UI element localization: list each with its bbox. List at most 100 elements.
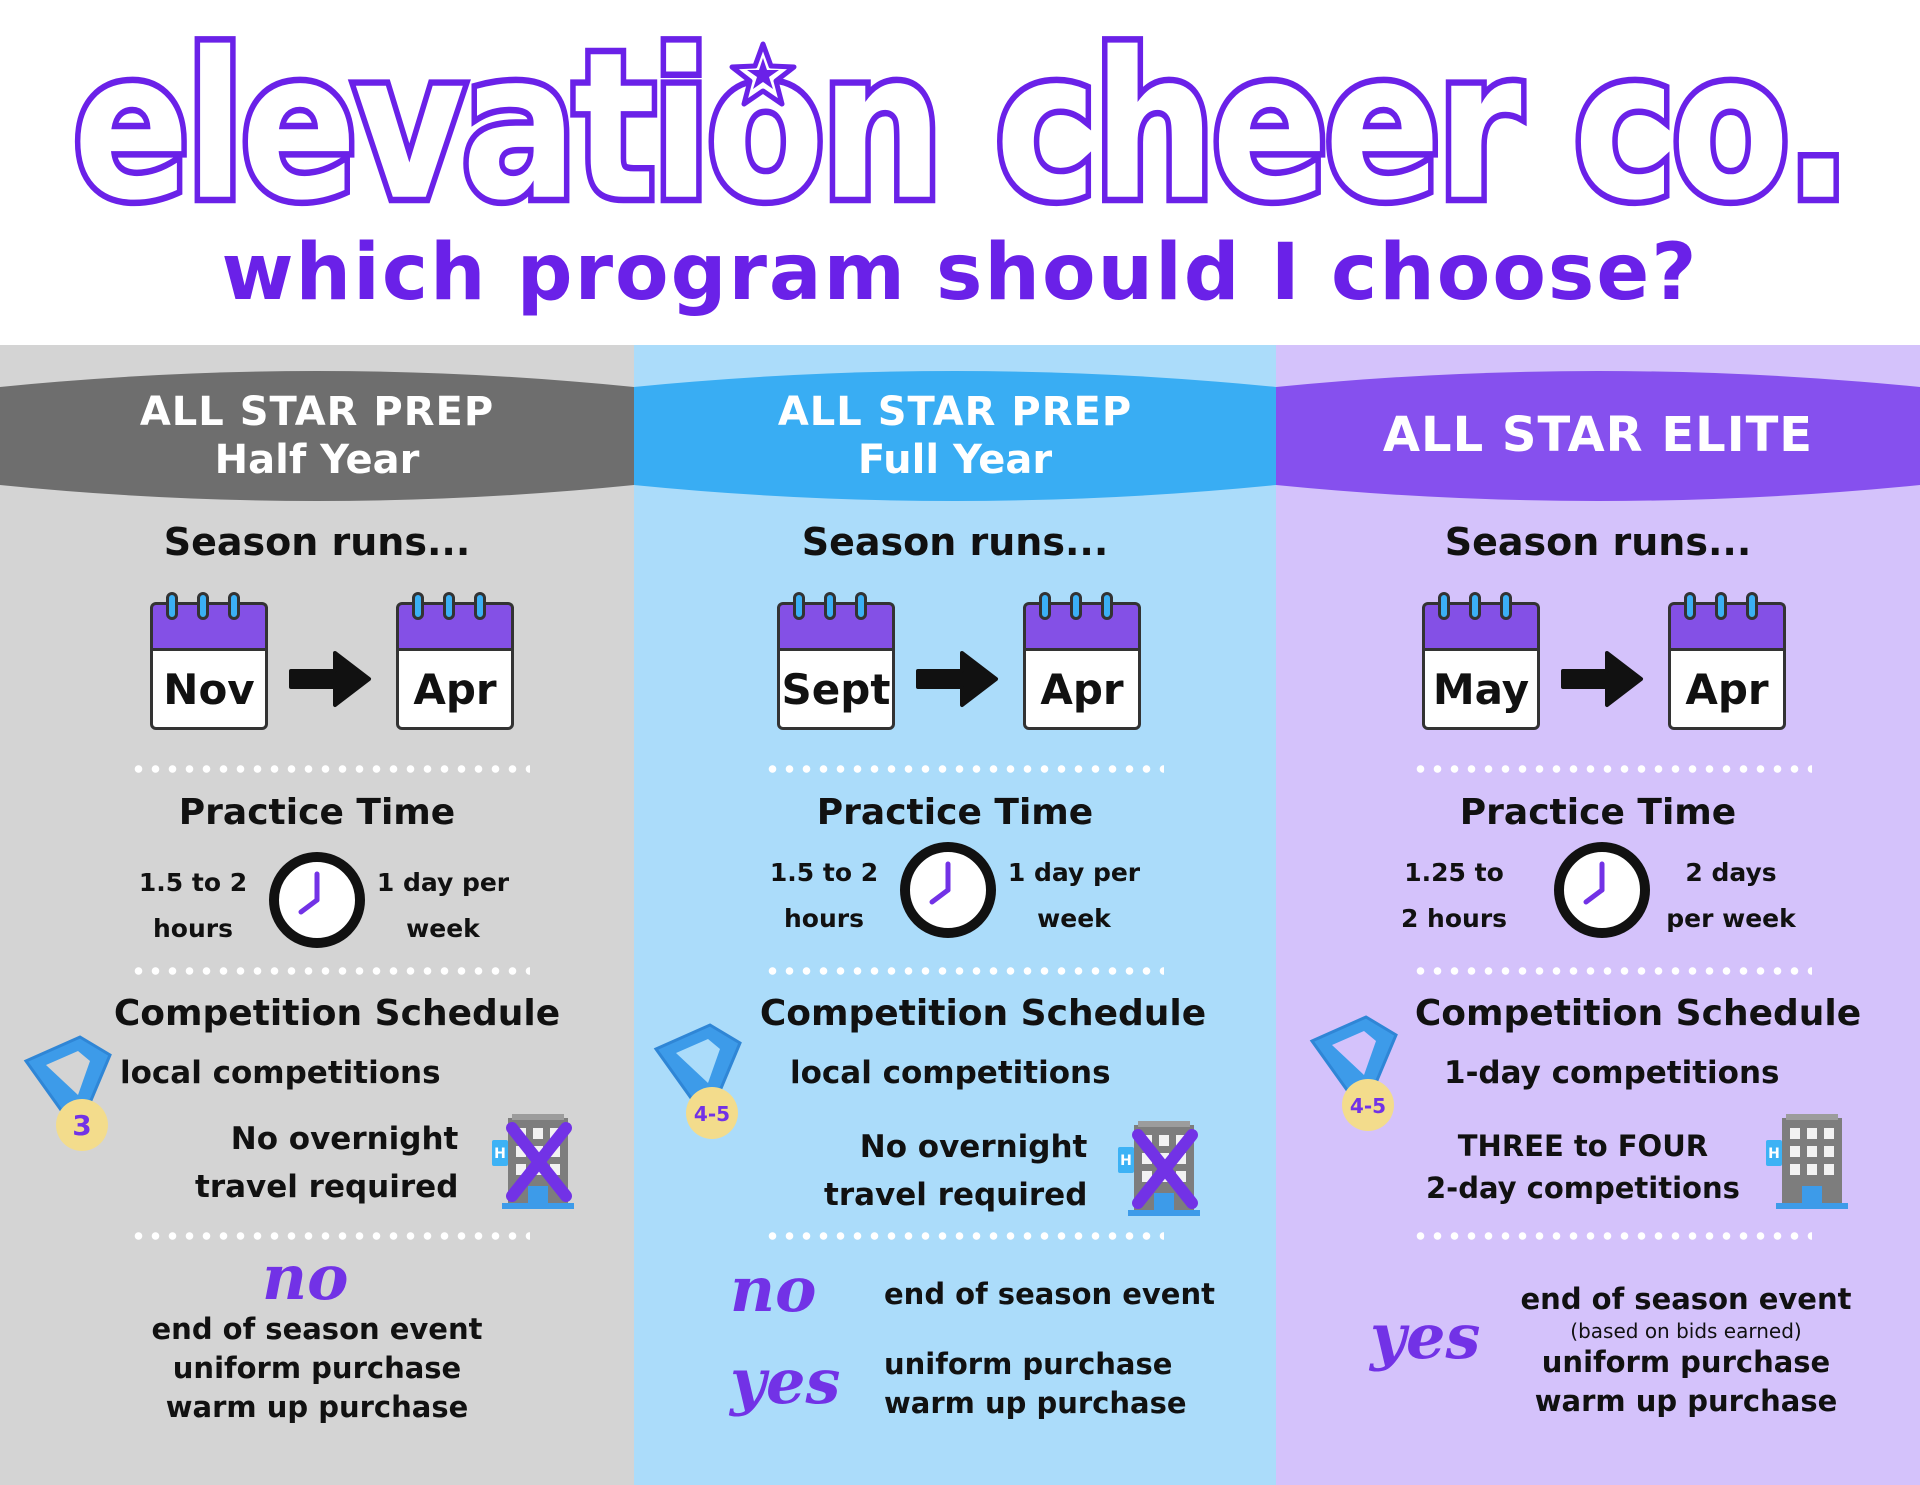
practice-days-line2: per week xyxy=(1666,904,1796,933)
divider xyxy=(1412,967,1812,975)
page-subtitle: which program should I choose? xyxy=(221,228,1699,318)
no-items-list: end of season event uniform purchase war… xyxy=(0,1310,634,1427)
travel-line2: travel required xyxy=(195,1169,459,1205)
program-title: ALL STAR PREP xyxy=(139,389,495,435)
clock-icon xyxy=(1554,842,1650,938)
svg-text:H: H xyxy=(1120,1153,1132,1169)
divider xyxy=(764,1232,1164,1240)
season-label: Season runs... xyxy=(1444,520,1752,564)
svg-text:H: H xyxy=(494,1146,506,1162)
competition-line: 1-day competitions xyxy=(1444,1055,1780,1091)
calendar-icon: Sept xyxy=(777,592,895,730)
travel-line1: No overnight xyxy=(230,1121,459,1157)
calendar-icon: Apr xyxy=(1668,592,1786,730)
practice-days: 1 day per week xyxy=(989,850,1159,942)
practice-hours-line2: hours xyxy=(153,914,233,943)
divider xyxy=(764,765,1164,773)
travel-line2: 2-day competitions xyxy=(1426,1171,1740,1205)
clock-icon xyxy=(269,852,365,948)
practice-hours: 1.5 to 2 hours xyxy=(108,860,278,952)
hotel-icon: H xyxy=(1766,1114,1848,1209)
bids-note: (based on bids earned) xyxy=(1570,1319,1802,1343)
competition-line: local competitions xyxy=(120,1055,441,1091)
program-title: ALL STAR ELITE xyxy=(1382,407,1814,464)
list-item: uniform purchase xyxy=(1541,1345,1831,1379)
practice-hours-line1: 1.5 to 2 xyxy=(769,858,879,887)
practice-days: 2 days per week xyxy=(1646,850,1816,942)
program-column-elite: ALL STAR ELITE Season runs... May Apr Pr… xyxy=(1276,345,1920,1485)
practice-hours-line1: 1.5 to 2 xyxy=(138,868,248,897)
calendar-icon: May xyxy=(1422,592,1540,730)
travel-line1: THREE to FOUR xyxy=(1457,1129,1709,1163)
list-item: end of season event xyxy=(1520,1282,1852,1316)
practice-days-line1: 1 day per xyxy=(376,868,510,897)
competition-line: local competitions xyxy=(790,1055,1111,1091)
practice-hours-line1: 1.25 to xyxy=(1404,858,1504,887)
medal-icon: 3 xyxy=(23,1035,112,1151)
season-end-month: Apr xyxy=(1668,648,1786,730)
practice-hours: 1.25 to 2 hours xyxy=(1369,850,1539,942)
travel-info: No overnight travel required xyxy=(824,1123,1087,1219)
travel-info: THREE to FOUR 2-day competitions xyxy=(1426,1125,1740,1209)
program-column-prep-full-year: ALL STAR PREP Full Year Season runs... S… xyxy=(634,345,1276,1485)
practice-days-line2: week xyxy=(1037,904,1111,933)
star-icon xyxy=(729,41,797,107)
season-start-month: Nov xyxy=(150,648,268,730)
practice-days: 1 day per week xyxy=(358,860,528,952)
practice-time-title: Practice Time xyxy=(1459,792,1737,833)
season-end-month: Apr xyxy=(396,648,514,730)
yes-label: yes xyxy=(730,1345,841,1418)
practice-days-line2: week xyxy=(406,914,480,943)
arrow-right-icon xyxy=(289,651,371,707)
calendar-icon: Apr xyxy=(1023,592,1141,730)
cross-icon xyxy=(1132,1129,1198,1209)
practice-time-title: Practice Time xyxy=(178,792,456,833)
list-item: warm up purchase xyxy=(1534,1384,1838,1418)
no-items-list: end of season event xyxy=(884,1275,1215,1314)
travel-info: No overnight travel required xyxy=(195,1115,458,1211)
season-end-month: Apr xyxy=(1023,648,1141,730)
program-subtitle: Full Year xyxy=(857,437,1053,483)
divider xyxy=(1412,765,1812,773)
no-label: no xyxy=(730,1253,817,1326)
practice-days-line1: 2 days xyxy=(1685,858,1777,887)
medal-icon: 4-5 xyxy=(653,1023,742,1139)
calendar-icon: Nov xyxy=(150,592,268,730)
program-column-prep-half-year: ALL STAR PREP Half Year Season runs... N… xyxy=(0,345,634,1485)
travel-line2: travel required xyxy=(824,1177,1088,1213)
yes-items-list: end of season event (based on bids earne… xyxy=(1496,1280,1876,1421)
cross-icon xyxy=(506,1122,572,1202)
hotel-icon: H xyxy=(492,1114,574,1209)
hotel-icon: H xyxy=(1118,1121,1200,1216)
divider xyxy=(130,967,530,975)
yes-items-list: uniform purchase warm up purchase xyxy=(884,1345,1187,1423)
practice-hours-line2: hours xyxy=(784,904,864,933)
header: elevation cheer co. which program should… xyxy=(0,0,1920,345)
season-start-month: May xyxy=(1422,648,1540,730)
program-banner: ALL STAR PREP Full Year xyxy=(634,369,1276,503)
program-title: ALL STAR PREP xyxy=(777,389,1133,435)
program-subtitle: Half Year xyxy=(214,437,420,483)
svg-text:H: H xyxy=(1768,1146,1780,1162)
clock-icon xyxy=(900,842,996,938)
divider xyxy=(130,765,530,773)
season-start-month: Sept xyxy=(777,648,895,730)
practice-time-title: Practice Time xyxy=(816,792,1094,833)
arrow-right-icon xyxy=(1561,651,1643,707)
competition-schedule-title: Competition Schedule xyxy=(1414,993,1862,1034)
competition-schedule-title: Competition Schedule xyxy=(759,993,1207,1034)
medal-icon: 4-5 xyxy=(1309,1015,1398,1131)
practice-days-line1: 1 day per xyxy=(1007,858,1141,887)
travel-line1: No overnight xyxy=(859,1129,1088,1165)
program-banner: ALL STAR ELITE xyxy=(1276,369,1920,503)
brand-logo: elevation cheer co. xyxy=(67,2,1856,252)
practice-hours: 1.5 to 2 hours xyxy=(739,850,909,942)
divider xyxy=(764,967,1164,975)
list-item: warm up purchase xyxy=(165,1390,469,1424)
divider xyxy=(130,1232,530,1240)
competition-schedule-title: Competition Schedule xyxy=(113,993,561,1034)
season-label: Season runs... xyxy=(801,520,1109,564)
medal-label: 4-5 xyxy=(694,1102,730,1126)
medal-label: 3 xyxy=(72,1109,91,1142)
divider xyxy=(1412,1232,1812,1240)
